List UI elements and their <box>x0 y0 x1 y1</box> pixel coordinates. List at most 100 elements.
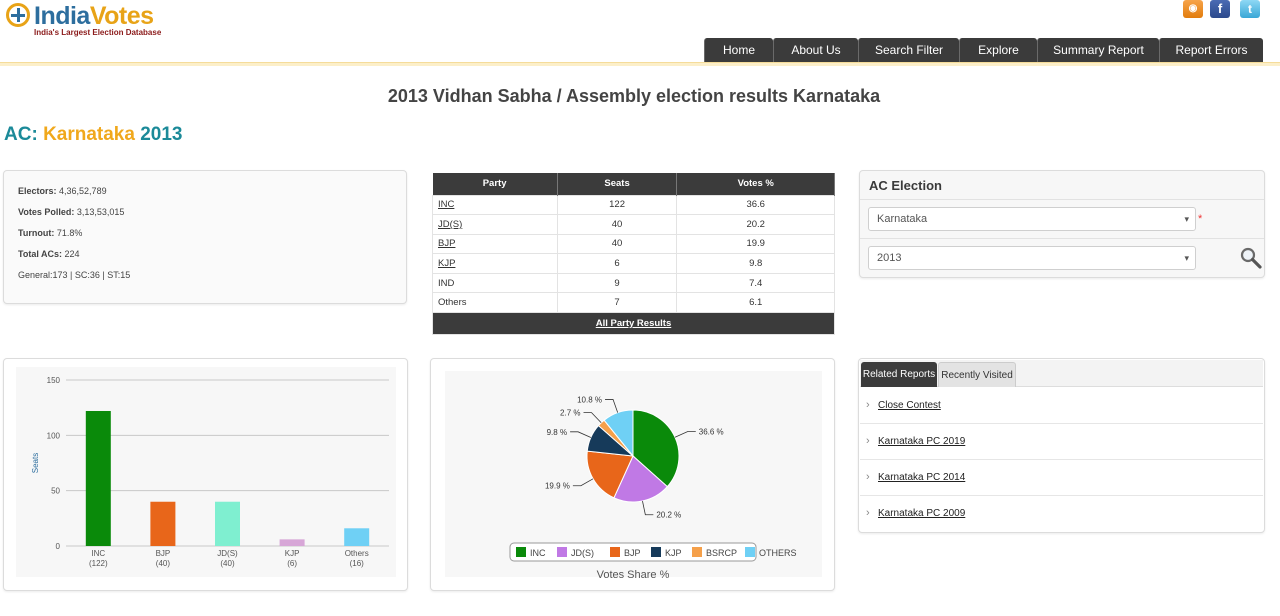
list-item[interactable]: › Close Contest <box>860 388 1263 424</box>
state-select[interactable]: Karnataka ▾ <box>868 207 1196 231</box>
y-tick-label: 0 <box>56 542 61 551</box>
chevron-right-icon: › <box>866 399 870 411</box>
pie-data-label: 10.8 % <box>577 395 602 404</box>
facebook-icon[interactable]: f <box>1210 0 1230 18</box>
pie-slice-jds <box>613 455 669 503</box>
x-tick-sublabel: (6) <box>287 559 297 568</box>
legend-label: INC <box>530 548 546 558</box>
table-row: INC 122 36.6 <box>432 194 835 216</box>
legend-swatch <box>610 547 620 557</box>
tab-related-reports[interactable]: Related Reports <box>861 362 937 387</box>
pie-label-connector <box>570 431 592 438</box>
related-link-pc-2009[interactable]: Karnataka PC 2009 <box>878 508 966 519</box>
votes-polled-value: 3,13,53,015 <box>76 207 125 217</box>
votes-cell: 19.9 <box>676 233 835 255</box>
seats-cell: 6 <box>556 253 678 274</box>
pie-data-label: 2.7 % <box>560 409 580 418</box>
seats-cell: 40 <box>556 233 678 255</box>
votes-cell: 36.6 <box>676 194 835 216</box>
party-link-inc[interactable]: INC <box>438 199 455 211</box>
bar-bjp <box>150 501 176 546</box>
related-link-close-contest[interactable]: Close Contest <box>878 400 941 411</box>
ac-election-panel: AC Election Karnataka ▾ * 2013 ▾ <box>859 170 1265 278</box>
pie-data-label: 9.8 % <box>547 428 567 437</box>
divider <box>860 199 1264 200</box>
logo-part1: India <box>34 2 90 30</box>
header-divider <box>0 62 1280 66</box>
search-icon[interactable] <box>1240 247 1262 269</box>
chevron-right-icon: › <box>866 435 870 447</box>
legend-label: OTHERS <box>759 548 797 558</box>
votes-share-pie-chart: 36.6 % 20.2 % 19.9 % 9.8 % 2.7 % 10.8 % INC JD(… <box>509 395 797 581</box>
logo-tagline: India's Largest Election Database <box>34 28 162 37</box>
related-link-pc-2014[interactable]: Karnataka PC 2014 <box>878 472 966 483</box>
pie-data-label: 20.2 % <box>656 511 681 520</box>
nav-home[interactable]: Home <box>704 38 773 62</box>
pie-label-connector <box>642 500 654 516</box>
bar-kjp <box>279 539 305 546</box>
x-tick-label: BJP <box>156 549 171 558</box>
y-tick-label: 50 <box>51 487 60 496</box>
x-tick-label: JD(S) <box>217 549 238 558</box>
pie-slice-inc <box>632 409 680 488</box>
electors-label: Electors: <box>18 186 57 196</box>
chevron-right-icon: › <box>866 507 870 519</box>
seats-cell: 9 <box>556 272 678 294</box>
stat-electors: Electors: 4,36,52,789 <box>18 186 107 196</box>
year-select-value: 2013 <box>877 252 902 264</box>
pie-slice-bjp <box>586 450 634 499</box>
divider <box>860 238 1264 239</box>
legend-label: BSRCP <box>706 548 737 558</box>
ac-election-title: AC Election <box>869 178 942 193</box>
tab-bar: Related Reports Recently Visited <box>860 360 1263 387</box>
nav-report-errors[interactable]: Report Errors <box>1159 38 1263 62</box>
logo-part2: Votes <box>89 2 154 30</box>
party-cell: Others <box>432 292 558 314</box>
all-party-results-link[interactable]: All Party Results <box>595 318 672 330</box>
nav-summary-report[interactable]: Summary Report <box>1037 38 1159 62</box>
party-cell: BJP <box>432 233 558 255</box>
nav-about-us[interactable]: About Us <box>773 38 858 62</box>
table-row: Others 7 6.1 <box>432 292 835 314</box>
party-cell: JD(S) <box>432 214 558 235</box>
votes-share-pie-panel: 36.6 % 20.2 % 19.9 % 9.8 % 2.7 % 10.8 % INC JD(… <box>430 358 835 591</box>
party-link-jds[interactable]: JD(S) <box>438 218 463 230</box>
required-marker: * <box>1198 213 1203 225</box>
party-link-bjp[interactable]: BJP <box>438 238 456 250</box>
rss-icon[interactable]: ◉ <box>1183 0 1203 18</box>
year-select[interactable]: 2013 ▾ <box>868 246 1196 270</box>
party-link-kjp[interactable]: KJP <box>438 258 456 270</box>
legend-swatch <box>557 547 567 557</box>
votes-cell: 9.8 <box>676 253 835 274</box>
seats-bar-chart: 050100150SeatsINC(122)BJP(40)JD(S)(40)KJ… <box>31 376 389 568</box>
twitter-icon[interactable]: t <box>1240 0 1260 18</box>
party-cell: IND <box>432 272 558 294</box>
nav-search-filter[interactable]: Search Filter <box>858 38 959 62</box>
list-item[interactable]: › Karnataka PC 2019 <box>860 424 1263 460</box>
legend-label: JD(S) <box>571 548 594 558</box>
table-row: KJP 6 9.8 <box>432 253 835 274</box>
related-link-pc-2019[interactable]: Karnataka PC 2019 <box>878 436 966 447</box>
chevron-down-icon: ▾ <box>1184 253 1189 263</box>
list-item[interactable]: › Karnataka PC 2009 <box>860 496 1263 532</box>
logo-icon[interactable] <box>6 3 30 27</box>
x-tick-sublabel: (16) <box>350 559 365 568</box>
page-title: 2013 Vidhan Sabha / Assembly election re… <box>387 86 881 106</box>
party-cell: KJP <box>432 253 558 274</box>
y-tick-label: 150 <box>47 376 61 385</box>
total-acs-value: 224 <box>64 249 80 259</box>
bar-others <box>344 528 370 546</box>
pie-label-connector <box>583 412 602 424</box>
chart-background <box>16 367 396 577</box>
chevron-down-icon: ▾ <box>1184 214 1189 224</box>
seats-cell: 122 <box>556 194 678 216</box>
tab-recently-visited[interactable]: Recently Visited <box>938 362 1016 387</box>
votes-cell: 7.4 <box>676 272 835 294</box>
x-tick-label: KJP <box>285 549 300 558</box>
votes-cell: 6.1 <box>676 292 835 314</box>
nav-explore[interactable]: Explore <box>959 38 1037 62</box>
state-select-value: Karnataka <box>877 213 928 225</box>
pie-title: Votes Share % <box>597 569 670 581</box>
list-item[interactable]: › Karnataka PC 2014 <box>860 460 1263 496</box>
logo[interactable]: IndiaVotes <box>34 2 154 31</box>
